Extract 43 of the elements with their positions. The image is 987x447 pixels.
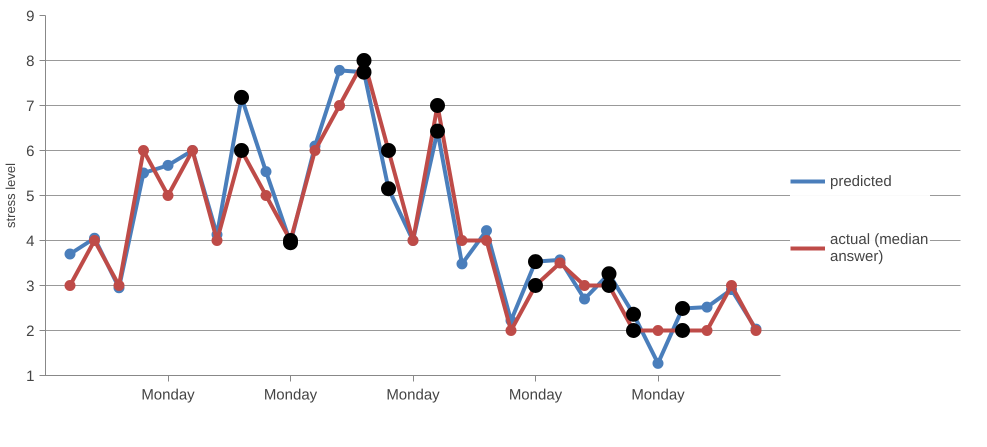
y-tick-label: 1 xyxy=(26,368,34,385)
point xyxy=(89,235,100,246)
point xyxy=(506,325,516,336)
y-axis-title: stress level xyxy=(3,162,18,228)
point xyxy=(138,145,149,156)
point xyxy=(579,294,590,304)
point xyxy=(554,258,566,268)
point xyxy=(579,280,590,291)
y-tick-label: 7 xyxy=(26,98,34,115)
y-tick-label: 5 xyxy=(26,188,34,205)
point xyxy=(162,190,174,201)
y-tick-label: 6 xyxy=(26,143,34,160)
y-tick-label: 2 xyxy=(26,323,34,340)
y-tick-label: 4 xyxy=(26,233,34,250)
point xyxy=(456,235,468,246)
y-tick-label: 3 xyxy=(26,278,34,295)
point xyxy=(481,235,492,246)
point xyxy=(212,235,222,246)
y-tick-label: 9 xyxy=(26,8,34,25)
point xyxy=(162,160,174,171)
point xyxy=(652,325,664,336)
legend-label: actual (median answer) xyxy=(830,231,930,265)
x-tick-label: Monday xyxy=(386,386,440,404)
point xyxy=(456,258,468,270)
point xyxy=(652,358,664,369)
point xyxy=(260,166,272,178)
point xyxy=(114,280,124,291)
point xyxy=(481,225,492,236)
x-tick-label: Monday xyxy=(631,386,686,404)
point xyxy=(260,190,272,201)
y-tick-label: 8 xyxy=(26,53,34,70)
x-tick-label: Monday xyxy=(508,386,563,404)
point xyxy=(310,145,320,156)
point xyxy=(64,280,76,291)
x-tick-label: Monday xyxy=(264,386,318,404)
point xyxy=(64,248,76,260)
point xyxy=(702,302,712,313)
point xyxy=(334,100,345,111)
legend-label: predicted xyxy=(830,172,893,190)
point xyxy=(334,64,345,76)
point xyxy=(702,325,712,336)
x-tick-label: Monday xyxy=(141,386,196,404)
point xyxy=(726,280,737,291)
